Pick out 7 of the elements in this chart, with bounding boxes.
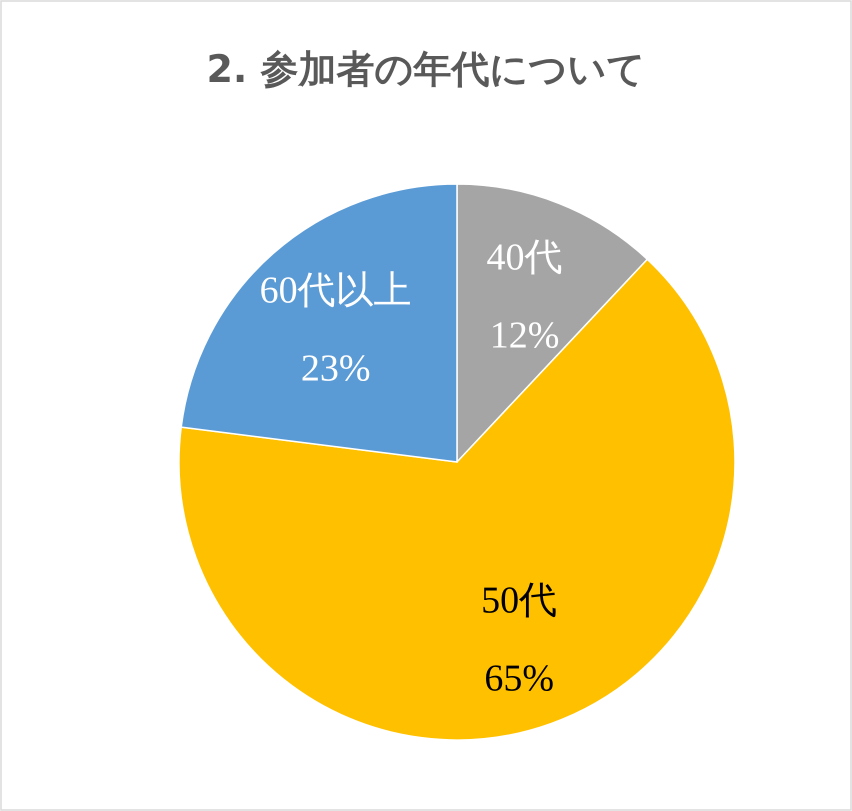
data-label: 12% <box>490 314 560 356</box>
data-label: 23% <box>300 347 370 390</box>
chart-title: 2. 参加者の年代について <box>206 47 646 91</box>
slice-label: 50代 <box>481 580 558 622</box>
slice-label: 60代以上 <box>260 269 412 312</box>
data-label: 65% <box>484 658 554 700</box>
slice-label: 40代 <box>486 236 563 278</box>
